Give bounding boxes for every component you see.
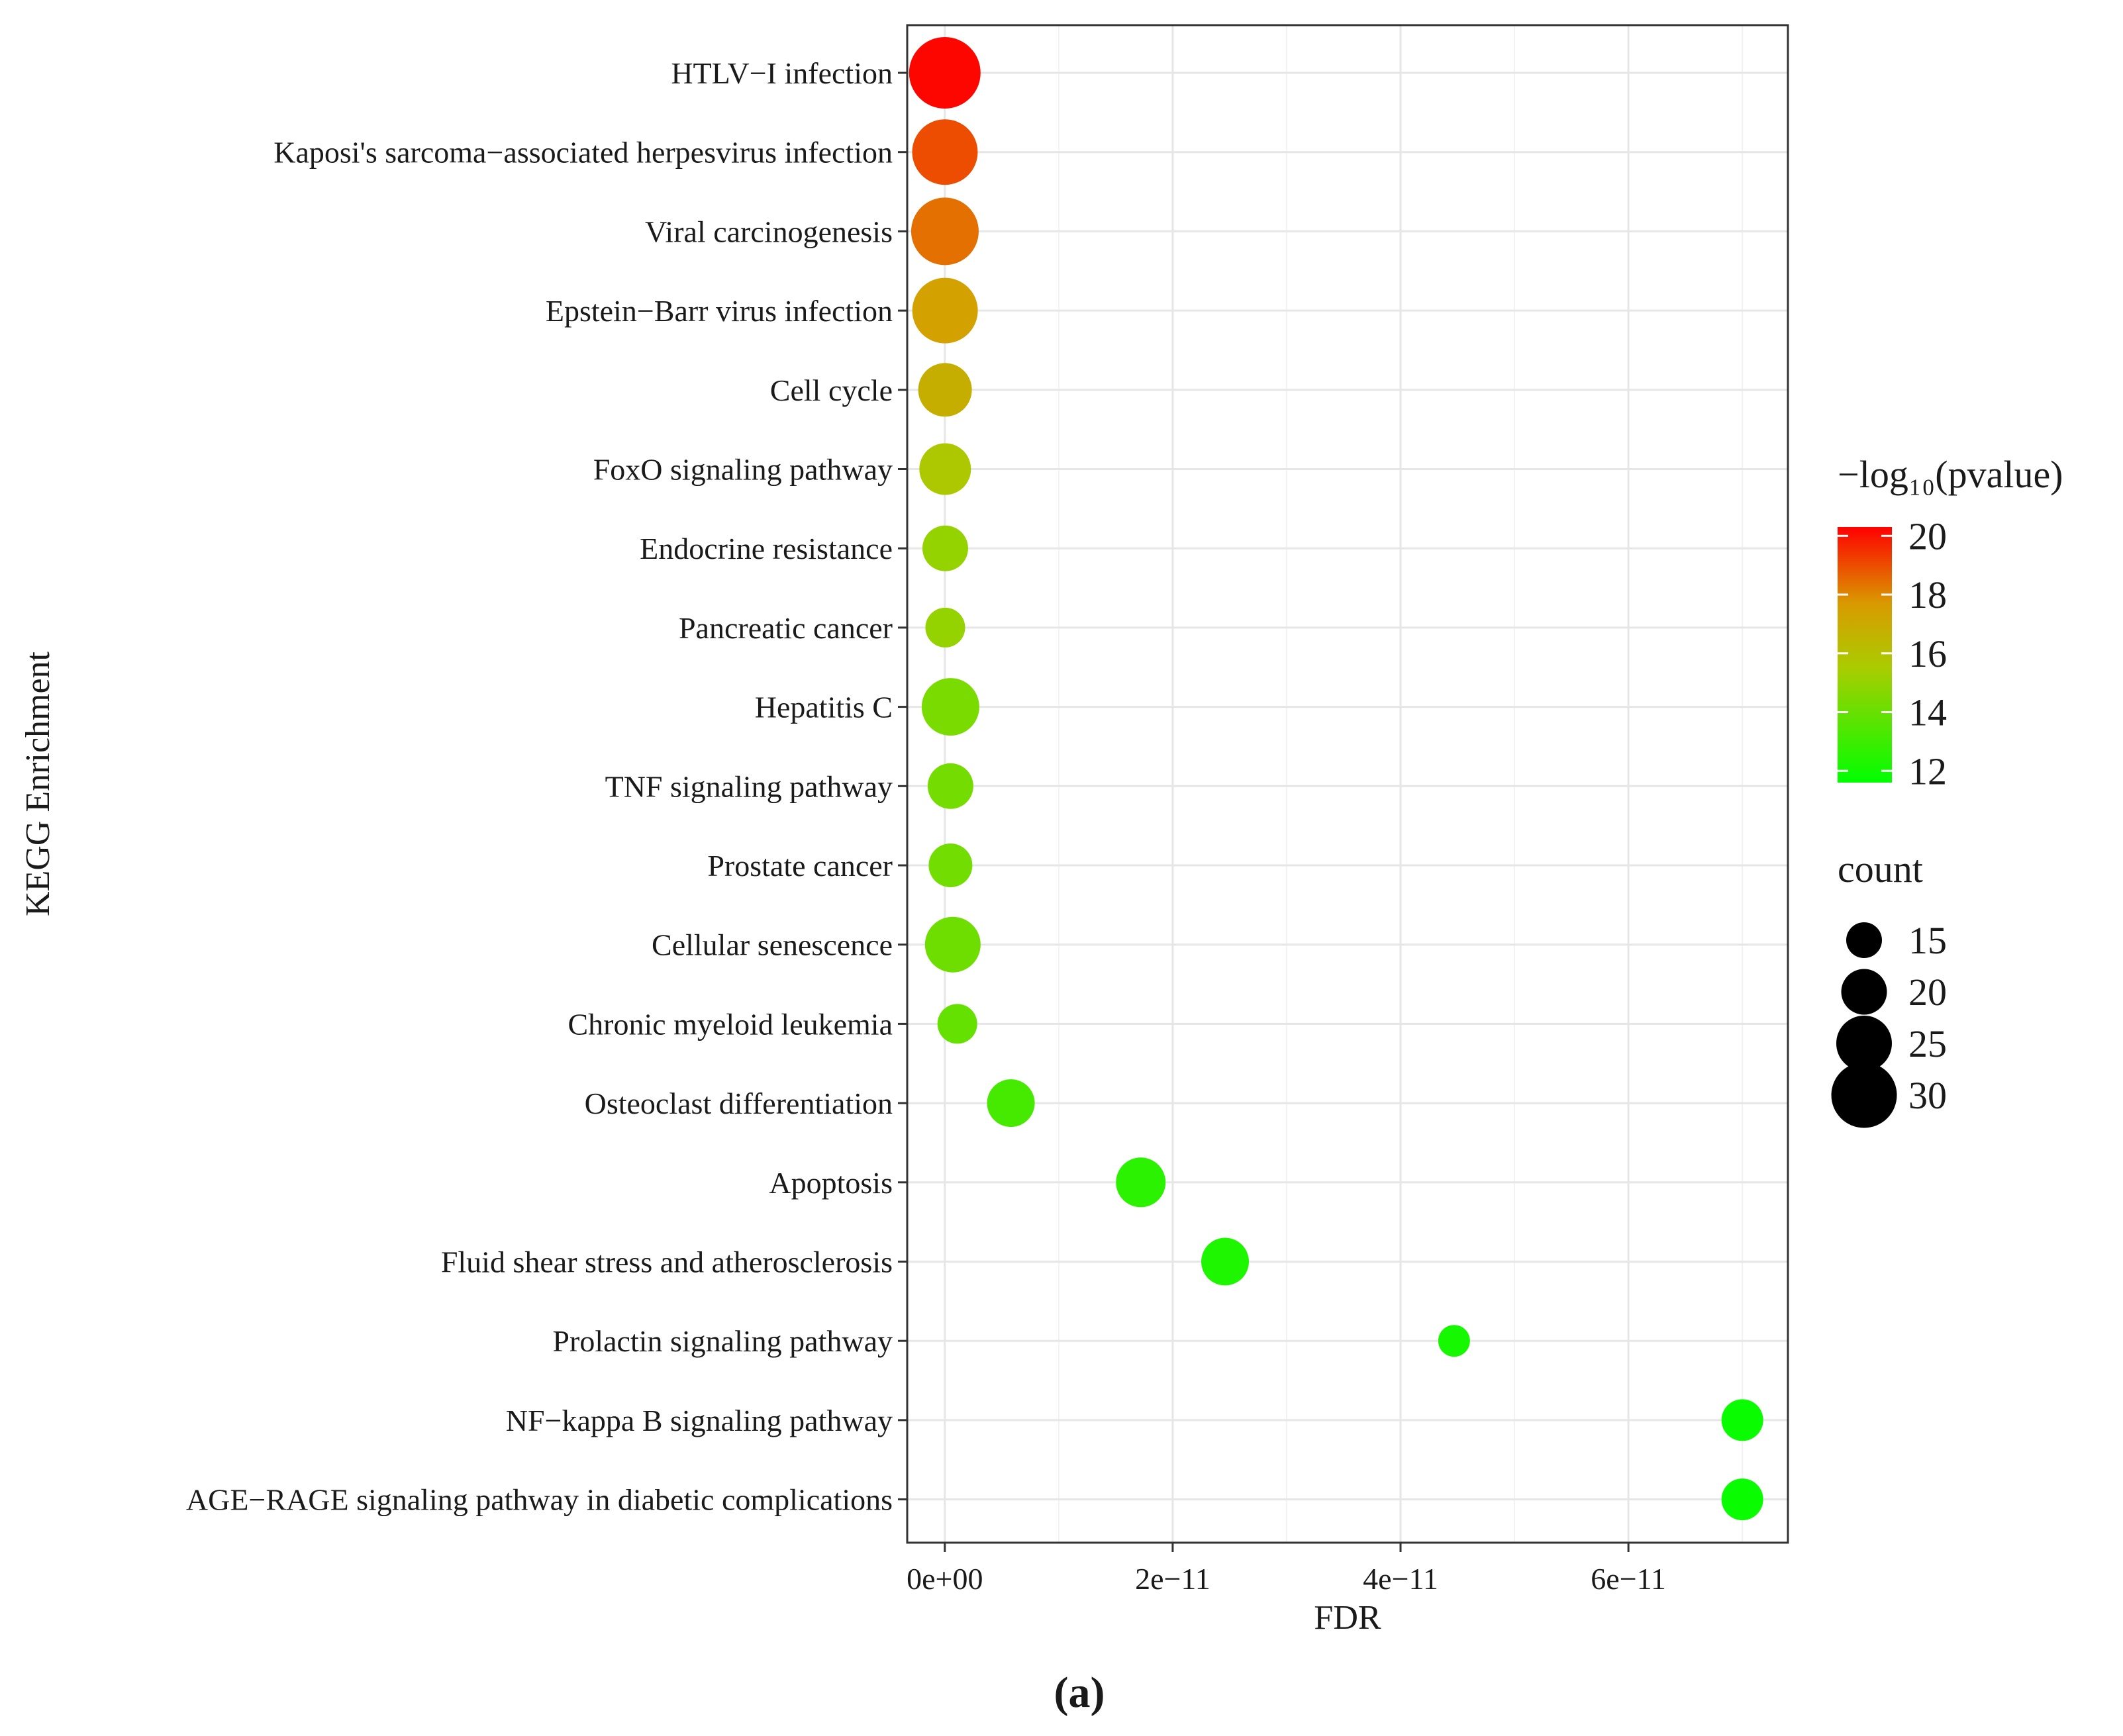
y-tick-label: Prostate cancer [707, 849, 893, 883]
x-tick-label: 2e−11 [1135, 1562, 1210, 1596]
data-point [928, 844, 973, 887]
size-legend-key [1846, 922, 1882, 958]
color-legend-tick-label: 12 [1908, 749, 1947, 793]
x-axis-label: FDR [1314, 1599, 1381, 1637]
size-legend: 15 20 25 30 [1831, 919, 1947, 1128]
data-point [927, 763, 973, 809]
size-legend-title: count [1838, 847, 1923, 891]
data-point [1116, 1157, 1166, 1208]
data-point [909, 37, 981, 109]
size-legend-key [1831, 1062, 1897, 1128]
y-tick-label: TNF signaling pathway [605, 769, 893, 803]
size-legend-label: 15 [1908, 919, 1947, 962]
data-point [987, 1079, 1035, 1128]
data-point [1201, 1237, 1250, 1286]
color-legend-bar [1838, 527, 1892, 783]
y-tick-label: Cellular senescence [652, 928, 893, 962]
color-legend-title: −log₁₀(pvalue) [1838, 453, 2063, 496]
color-legend-tick-label: 16 [1908, 632, 1947, 675]
grid-layer [907, 25, 1788, 1543]
x-tick-labels: 0e+00 2e−11 4e−11 6e−11 [907, 1543, 1666, 1596]
x-tick-label: 4e−11 [1363, 1562, 1438, 1596]
data-point [922, 525, 968, 571]
y-tick-label: Osteoclast differentiation [585, 1086, 893, 1120]
y-tick-label: Fluid shear stress and atherosclerosis [441, 1245, 893, 1279]
y-tick-label: Pancreatic cancer [679, 611, 893, 645]
x-tick-label: 6e−11 [1591, 1562, 1666, 1596]
data-point [924, 916, 981, 973]
color-legend-tick-label: 18 [1908, 573, 1947, 616]
y-tick-label: NF−kappa B signaling pathway [506, 1404, 893, 1437]
y-tick-label: Viral carcinogenesis [645, 215, 893, 248]
y-tick-label: HTLV−I infection [671, 56, 893, 90]
data-point [1438, 1325, 1470, 1357]
size-legend-key [1841, 969, 1887, 1015]
y-tick-label: AGE−RAGE signaling pathway in diabetic c… [186, 1483, 893, 1517]
y-tick-labels: HTLV−I infection Kaposi's sarcoma−associa… [186, 56, 907, 1517]
plot-border [906, 24, 1789, 1544]
panel-label: (a) [1054, 1668, 1105, 1717]
y-tick-label: Prolactin signaling pathway [552, 1324, 893, 1358]
plot-background [907, 25, 1788, 1543]
color-legend-tick-label: 20 [1908, 514, 1947, 557]
color-legend-ticks: 20 18 16 14 12 [1838, 514, 1947, 793]
data-point [919, 443, 971, 495]
size-legend-label: 20 [1908, 971, 1947, 1014]
points-layer [909, 37, 1763, 1521]
y-tick-label: Epstein−Barr virus infection [546, 294, 893, 328]
data-point [912, 119, 978, 185]
data-point [918, 363, 972, 417]
y-tick-label: FoxO signaling pathway [593, 453, 893, 487]
data-point [925, 607, 965, 648]
size-legend-label: 25 [1908, 1022, 1947, 1065]
y-axis-label: KEGG Enrichment [19, 651, 57, 916]
data-point [921, 678, 979, 736]
y-tick-label: Kaposi's sarcoma−associated herpesvirus … [273, 136, 893, 169]
size-legend-key [1836, 1016, 1892, 1071]
color-legend-tick-label: 14 [1908, 691, 1947, 734]
data-point [937, 1004, 977, 1044]
data-point [912, 277, 978, 344]
y-tick-label: Endocrine resistance [640, 532, 893, 565]
y-tick-label: Apoptosis [769, 1166, 893, 1200]
size-legend-label: 30 [1908, 1074, 1947, 1117]
data-point [911, 197, 979, 265]
y-tick-label: Hepatitis C [755, 691, 893, 724]
y-tick-label: Chronic myeloid leukemia [568, 1007, 893, 1041]
data-point [1721, 1399, 1763, 1441]
x-tick-label: 0e+00 [907, 1562, 983, 1596]
y-tick-label: Cell cycle [770, 373, 893, 407]
data-point [1721, 1478, 1763, 1521]
